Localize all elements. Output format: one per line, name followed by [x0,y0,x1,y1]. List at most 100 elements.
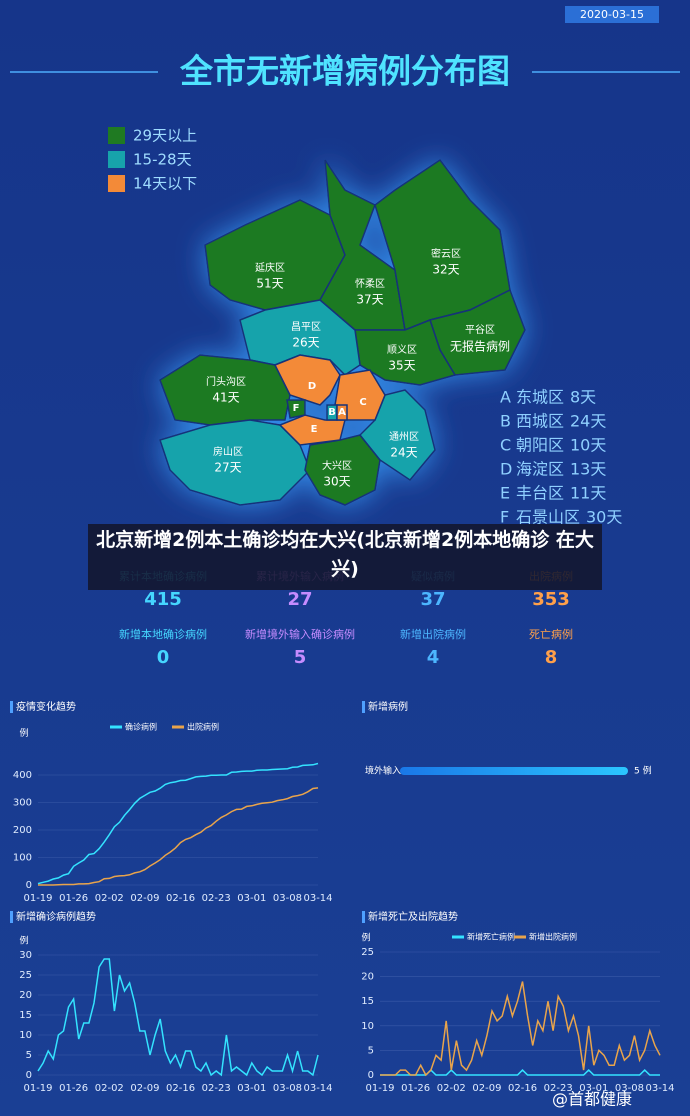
legend-label: 29天以上 [133,127,197,145]
stat-label: 新增出院病例 [400,627,466,641]
stat-label: 死亡病例 [529,627,573,641]
district-letter: C [500,436,511,455]
region-days: 30天 [323,475,350,489]
region-days: 51天 [256,277,283,291]
watermark: @首都健康 [552,1090,632,1109]
x-tick-label: 01-19 [23,1083,52,1094]
y-tick-label: 0 [368,1070,374,1081]
y-tick-label: 100 [13,853,32,864]
y-tick-label: 15 [361,996,374,1007]
region [304,434,381,506]
y-tick-label: 10 [361,1021,374,1032]
region [273,354,341,406]
stat-label: 新增境外输入确诊病例 [245,627,355,641]
y-tick-label: 25 [361,947,374,958]
x-tick-label: 01-26 [59,893,88,904]
x-tick-label: 01-19 [23,893,52,904]
district-letter: D [308,381,316,392]
legend-label: 确诊病例 [125,722,157,732]
region-days: 无报告病例 [450,339,510,354]
district-letter: D [500,460,512,479]
chart-title-bar [362,701,365,713]
y-tick-label: 400 [13,770,32,781]
region-name: 顺义区 [387,344,417,356]
district-letter: E [311,424,318,435]
region-name: 怀柔区 [355,278,385,290]
caption: 北京新增2例本土确诊均在大兴(北京新增2例本地确诊 在大兴) [88,524,602,590]
stat-value: 4 [427,647,440,668]
x-tick-label: 02-23 [202,1083,231,1094]
x-tick-label: 03-08 [273,1083,302,1094]
region [336,404,348,421]
legend-swatch [108,151,125,168]
region-days: 26天 [292,336,319,350]
x-tick-label: 02-23 [202,893,231,904]
x-tick-label: 01-26 [401,1083,430,1094]
y-axis-label: 例 [361,932,370,944]
y-tick-label: 0 [26,880,32,891]
x-tick-label: 01-26 [59,1083,88,1094]
x-tick-label: 02-16 [166,893,195,904]
district-name: 西城区 [516,412,564,431]
legend-label: 新增死亡病例 [467,932,515,942]
x-tick-label: 02-16 [166,1083,195,1094]
line [37,958,319,1077]
y-tick-label: 境外输入 [365,765,401,777]
legend-swatch [108,127,125,144]
district-name: 朝阳区 [516,436,564,455]
y-tick-label: 25 [19,970,32,981]
region-days: 41天 [212,391,239,405]
region-days: 32天 [432,263,459,277]
x-tick-label: 02-09 [130,1083,159,1094]
district-letter: F [500,508,509,527]
region-name: 大兴区 [322,459,352,472]
district-letter: C [359,397,366,408]
x-tick-label: 03-01 [237,893,266,904]
line [38,787,319,886]
district-days: 24天 [570,412,606,431]
x-tick-label: 01-19 [365,1083,394,1094]
region-days: 27天 [214,461,241,475]
region-days: 35天 [388,359,415,373]
chart-title-bar [10,701,13,713]
value-label: 5 例 [634,765,652,777]
district-letter: B [500,412,511,431]
x-tick-label: 03-14 [303,893,332,904]
district-days: 13天 [570,460,606,479]
region-name: 通州区 [389,431,419,443]
region-name: 门头沟区 [206,375,246,388]
district-name: 丰台区 [516,484,564,503]
bar [400,767,628,775]
y-tick-label: 5 [26,1050,32,1061]
y-tick-label: 15 [19,1010,32,1021]
district-letter: A [338,407,346,418]
x-tick-label: 03-01 [579,1083,608,1094]
x-tick-label: 02-02 [95,893,124,904]
x-tick-label: 02-02 [437,1083,466,1094]
region [286,399,306,419]
map-labels: 延庆区 51天 怀柔区 37天 密云区 32天 平谷区 无报告病例 顺义区 35… [206,247,510,489]
stat-value: 37 [420,589,445,610]
region-name: 密云区 [431,247,461,260]
date-badge [565,6,659,23]
y-tick-label: 10 [19,1030,32,1041]
district-letter: E [500,484,510,503]
chart-title: 新增确诊病例趋势 [16,910,96,923]
x-tick-label: 03-08 [615,1083,644,1094]
x-tick-label: 02-23 [544,1083,573,1094]
chart-title: 新增死亡及出院趋势 [368,910,458,923]
y-tick-label: 30 [19,950,32,961]
y-tick-label: 300 [13,798,32,809]
stat-value: 5 [294,647,307,668]
district-days: 8天 [570,388,596,407]
x-tick-label: 03-08 [273,893,302,904]
y-axis-label: 例 [19,727,28,739]
chart-title-bar [10,911,13,923]
stat-value: 27 [287,589,312,610]
stat-label: 新增本地确诊病例 [119,627,207,641]
stat-value: 8 [545,647,558,668]
title: 全市无新增病例分布图 [179,52,510,91]
district-letter: F [293,403,300,414]
y-tick-label: 200 [13,825,32,836]
